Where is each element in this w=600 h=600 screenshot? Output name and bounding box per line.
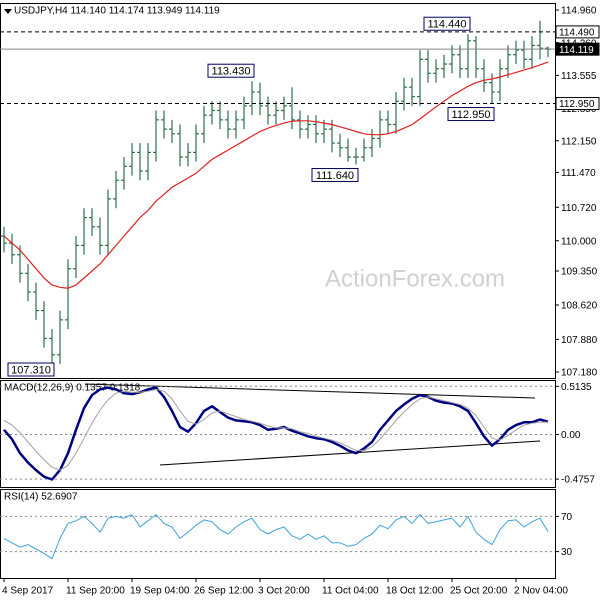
annotation-box	[447, 107, 495, 122]
y-tick-label: 0.5135	[561, 382, 592, 393]
level-label-box	[555, 25, 600, 39]
annotation-label: 114.440	[428, 19, 467, 31]
y-tick-label: 110.000	[561, 236, 597, 247]
chart-title: USDJPY,H4 114.140 114.174 113.949 114.11…	[14, 6, 220, 17]
rsi-panel	[0, 489, 556, 579]
rsi-title: RSI(14) 52.6907	[4, 492, 78, 503]
moving-average	[3, 61, 549, 289]
x-tick-label: 11 Oct 04:00	[322, 586, 379, 597]
y-tick-label: 113.555	[561, 71, 597, 82]
watermark: ActionForex.com	[325, 265, 505, 292]
annotation-box	[423, 16, 471, 31]
macd-title: MACD(12,26,9) 0.1357 0.1318	[4, 383, 141, 394]
y-tick-label: 109.350	[561, 267, 598, 278]
y-tick-label: 111.470	[561, 168, 596, 179]
y-tick-label: 30	[561, 547, 573, 558]
annotation-box	[311, 167, 359, 182]
y-tick-label: -0.4757	[561, 475, 595, 486]
indicator-line	[3, 514, 549, 560]
x-tick-label: 26 Sep 12:00	[194, 586, 254, 597]
x-tick-label: 18 Oct 12:00	[386, 586, 444, 597]
annotation-box	[7, 362, 55, 377]
annotation-label: 107.310	[11, 364, 51, 376]
y-tick-label: 107.880	[561, 335, 598, 346]
y-tick-label: 70	[561, 512, 573, 523]
y-tick-label: 107.180	[561, 368, 598, 379]
annotation-label: 111.640	[316, 170, 354, 182]
x-tick-label: 11 Sep 20:00	[66, 586, 125, 597]
y-tick-label: 110.720	[561, 203, 597, 214]
y-tick-label: 114.960	[561, 6, 597, 17]
x-tick-label: 25 Oct 20:00	[450, 586, 508, 597]
level-label-box	[555, 42, 600, 56]
x-tick-label: 4 Sep 2017	[2, 586, 54, 597]
trend-line	[159, 440, 541, 466]
level-label-box	[555, 97, 600, 111]
y-tick-label: 108.620	[561, 301, 598, 312]
dropdown-icon	[4, 9, 12, 14]
x-tick-label: 3 Oct 20:00	[258, 586, 310, 597]
price-panel	[0, 3, 556, 379]
level-label: 114.119	[559, 45, 594, 56]
y-tick-label: 112.150	[561, 136, 597, 147]
x-tick-label: 19 Sep 04:00	[130, 586, 190, 597]
x-tick-label: 2 Nov 04:00	[514, 586, 568, 597]
y-tick-label: 0.00	[561, 430, 581, 441]
indicator-line	[3, 388, 549, 471]
plot-layer: 114.960114.260113.555112.850112.150111.4…	[0, 6, 600, 597]
annotation-box	[207, 63, 255, 78]
macd-panel	[0, 380, 556, 488]
annotation-label: 113.430	[212, 66, 251, 78]
level-label: 112.950	[559, 99, 595, 110]
level-label: 114.490	[559, 28, 595, 39]
annotation-label: 112.950	[452, 109, 491, 121]
indicator-line	[3, 386, 549, 481]
